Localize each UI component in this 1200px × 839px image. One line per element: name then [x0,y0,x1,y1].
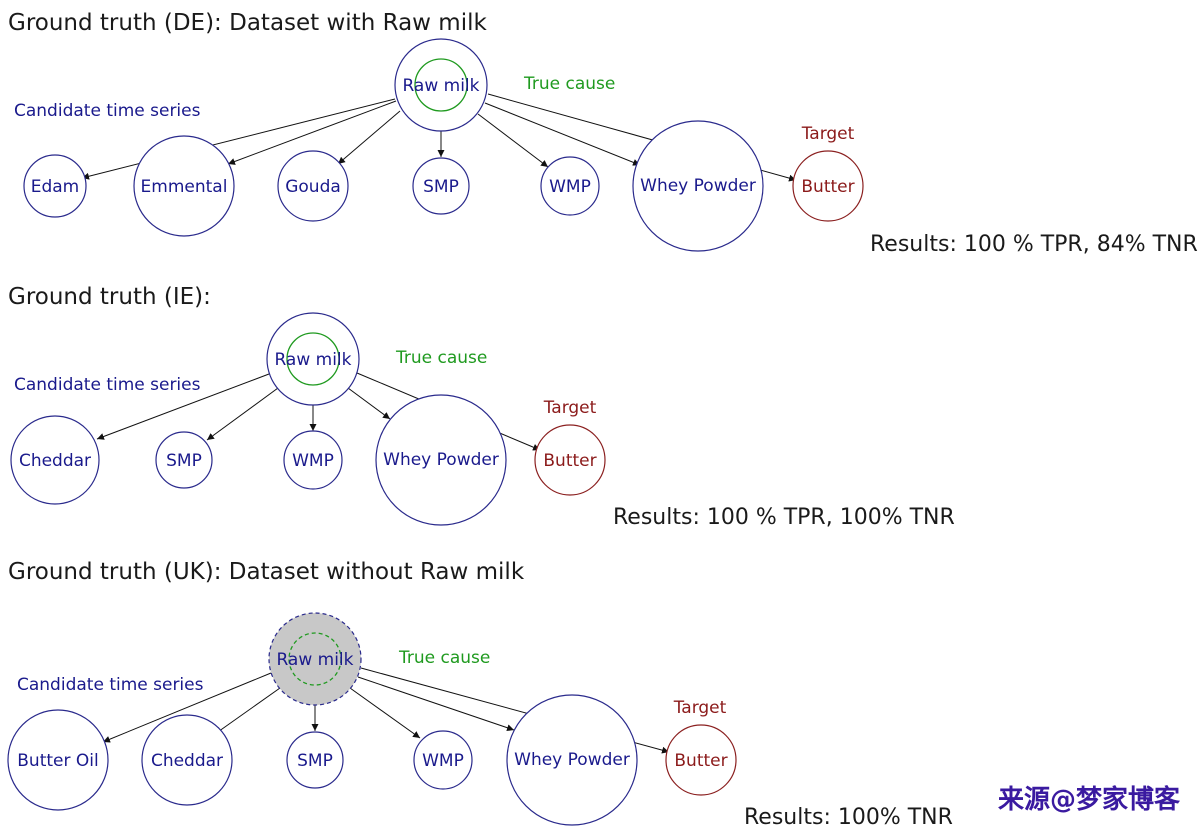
node-label: Whey Powder [383,450,499,470]
node-cheddar: Cheddar [141,714,233,806]
node-whey-powder: Whey Powder [506,694,638,826]
edge-raw-milk-gouda [337,110,401,165]
node-label: Raw milk [276,650,353,670]
node-butter-target: Butter [665,724,737,796]
diagram-ie: Ground truth (IE): Candidate time series… [8,284,955,530]
node-label: WMP [422,751,464,771]
true-cause-marker [286,332,340,386]
edge-raw-milk-whey-powder [347,387,391,420]
diagram-title: Ground truth (IE): [8,284,211,310]
candidate-label: Candidate time series [14,101,201,121]
node-label: WMP [549,177,591,197]
edge-raw-milk-emmental [227,100,397,165]
target-label: Target [673,698,727,718]
node-label: Butter [801,177,854,197]
node-label: Emmental [141,177,228,197]
node-raw-milk-missing: Raw milk [268,612,362,706]
node-label: WMP [292,451,334,471]
node-butter-oil: Butter Oil [7,709,109,811]
node-label: Butter [543,451,596,471]
edge-raw-milk-whey-powder [357,676,515,732]
true-cause-label: True cause [523,74,615,94]
node-label: Raw milk [274,350,351,370]
node-label: SMP [423,177,459,197]
edge-raw-milk-edam [81,98,396,180]
node-label: Gouda [285,177,341,197]
node-label: SMP [166,451,202,471]
diagram-uk: Ground truth (UK): Dataset without Raw m… [7,559,953,830]
edge-raw-milk-cheddar [96,373,270,440]
results-text: Results: 100 % TPR, 100% TNR [613,505,955,530]
edge-raw-milk-butter-oil [102,672,272,743]
diagram-de: Ground truth (DE): Dataset with Raw milk… [8,10,1198,257]
node-butter-target: Butter [792,150,864,222]
candidate-label: Candidate time series [14,375,201,395]
node-raw-milk: Raw milk [394,38,488,132]
node-raw-milk: Raw milk [266,312,360,406]
node-gouda: Gouda [277,150,349,222]
node-label: Raw milk [402,76,479,96]
node-whey-powder: Whey Powder [375,394,507,526]
node-label: SMP [297,751,333,771]
edge-raw-milk-wmp [477,113,549,168]
node-wmp: WMP [283,430,343,490]
node-smp: SMP [286,731,344,789]
node-wmp: WMP [413,730,473,790]
diagram-title: Ground truth (UK): Dataset without Raw m… [8,559,525,585]
node-label: Whey Powder [514,750,630,770]
node-cheddar: Cheddar [10,415,100,505]
watermark: 来源@梦家博客 [998,784,1181,815]
node-label: Whey Powder [640,176,756,196]
diagram-title: Ground truth (DE): Dataset with Raw milk [8,10,487,36]
node-butter-target: Butter [534,424,606,496]
candidate-label: Candidate time series [17,675,204,695]
edge-raw-milk-cheddar [214,687,281,735]
true-cause-marker [288,632,342,686]
node-emmental: Emmental [133,135,235,237]
edge-raw-milk-smp [206,387,279,441]
node-edam: Edam [23,154,87,218]
target-label: Target [801,124,855,144]
node-wmp: WMP [540,156,600,216]
node-label: Butter Oil [17,751,98,771]
true-cause-label: True cause [395,348,487,368]
node-label: Edam [31,177,80,197]
node-whey-powder: Whey Powder [632,120,764,252]
node-label: Cheddar [151,751,223,771]
edge-raw-milk-whey-powder [484,102,641,166]
node-smp: SMP [412,157,470,215]
node-smp: SMP [155,431,213,489]
results-text: Results: 100 % TPR, 84% TNR [870,232,1198,257]
target-label: Target [543,398,597,418]
edge-raw-milk-wmp [349,687,421,739]
true-cause-label: True cause [398,648,490,668]
node-label: Butter [674,751,727,771]
results-text: Results: 100% TNR [744,805,953,830]
true-cause-marker [414,58,468,112]
node-label: Cheddar [19,451,91,471]
